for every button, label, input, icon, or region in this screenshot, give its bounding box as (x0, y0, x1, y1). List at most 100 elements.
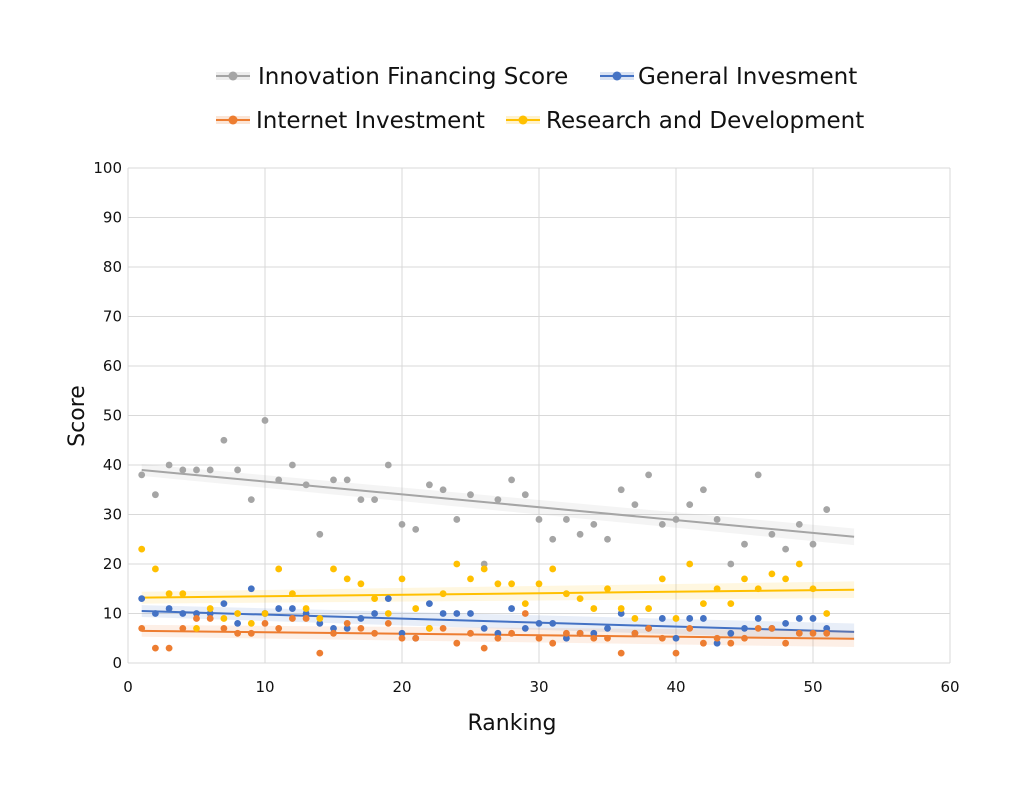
data-point (398, 521, 406, 528)
data-point (754, 471, 762, 479)
legend-item-internet[interactable]: Internet Investment (216, 108, 485, 134)
data-point (384, 610, 392, 617)
data-point (220, 600, 228, 607)
data-point (617, 649, 625, 657)
data-point (138, 471, 146, 479)
data-point (823, 610, 831, 617)
data-point (302, 605, 310, 612)
y-axis-title: Score (65, 385, 90, 447)
legend-label: Internet Investment (256, 108, 485, 134)
data-point (206, 615, 214, 622)
data-point (316, 620, 324, 627)
data-point (467, 629, 474, 637)
data-point (549, 639, 557, 647)
data-point (535, 516, 543, 523)
data-point (234, 610, 242, 617)
data-point (549, 535, 557, 543)
data-point (330, 476, 337, 484)
data-point (700, 615, 707, 622)
data-point (494, 634, 502, 642)
data-point (220, 615, 228, 622)
data-point (521, 491, 529, 499)
data-point (549, 565, 557, 573)
data-point (782, 620, 789, 627)
y-tick-label: 100 (93, 159, 122, 177)
data-point (480, 560, 488, 568)
data-point (617, 486, 625, 494)
data-point (412, 605, 420, 612)
data-point (590, 634, 598, 642)
confidence-band (141, 581, 855, 604)
data-point (563, 634, 570, 642)
data-point (727, 560, 735, 568)
data-point (247, 629, 255, 637)
data-point (302, 481, 310, 489)
data-point (768, 624, 776, 632)
data-point (467, 491, 474, 499)
data-point (795, 629, 803, 637)
data-point (576, 595, 584, 603)
x-tick-label: 50 (803, 678, 822, 696)
data-point (426, 481, 433, 489)
data-point (302, 615, 310, 622)
trend-line (141, 468, 855, 538)
data-point (165, 461, 173, 469)
data-point (576, 629, 584, 637)
data-point (795, 521, 803, 528)
data-point (494, 580, 502, 588)
data-point (453, 516, 461, 523)
x-tick-label: 40 (666, 678, 685, 696)
data-point (795, 560, 803, 568)
data-point (289, 461, 296, 469)
data-point (700, 600, 707, 607)
data-point (165, 590, 173, 598)
tick-labels: 0 10 20 30 40 50 60 70 80 90 100 0 10 20 30 40 50 60 (93, 159, 959, 696)
data-point (713, 585, 721, 593)
data-point (617, 605, 625, 612)
data-point (193, 610, 200, 617)
data-point (727, 600, 735, 607)
data-point (604, 624, 611, 632)
data-point (206, 466, 214, 474)
data-point (782, 545, 789, 553)
data-point (535, 620, 543, 627)
confidence-band (141, 605, 855, 641)
data-point (795, 615, 803, 622)
data-point (809, 629, 817, 637)
data-point (289, 605, 296, 612)
data-point (631, 501, 639, 508)
data-point (823, 629, 831, 637)
data-point (357, 580, 365, 588)
data-point (631, 629, 639, 637)
data-point (727, 629, 735, 637)
data-point (193, 624, 200, 632)
data-point (521, 610, 529, 617)
legend-label: General Invesment (638, 64, 857, 90)
data-point (494, 629, 502, 637)
data-point (220, 624, 228, 632)
legend-item-general[interactable]: General Invesment (600, 64, 857, 90)
legend-item-innovation[interactable]: Innovation Financing Score (216, 64, 568, 90)
legend-label: Innovation Financing Score (258, 64, 568, 90)
y-tick-label: 10 (103, 605, 122, 623)
data-point (371, 496, 378, 504)
data-point (289, 615, 296, 622)
data-point (371, 595, 378, 603)
data-point (809, 585, 817, 593)
data-point (576, 530, 584, 538)
data-point (275, 476, 283, 484)
x-axis-title: Ranking (468, 711, 557, 736)
data-point (768, 570, 776, 578)
data-point (617, 610, 625, 617)
data-point (384, 595, 392, 603)
data-point (439, 590, 447, 598)
legend-item-research[interactable]: Research and Development (506, 108, 864, 134)
data-point (467, 575, 474, 583)
confidence-band (141, 464, 855, 546)
data-point (658, 634, 666, 642)
data-point (549, 620, 557, 627)
data-point (535, 634, 543, 642)
data-point (152, 565, 159, 573)
data-point (247, 585, 255, 593)
